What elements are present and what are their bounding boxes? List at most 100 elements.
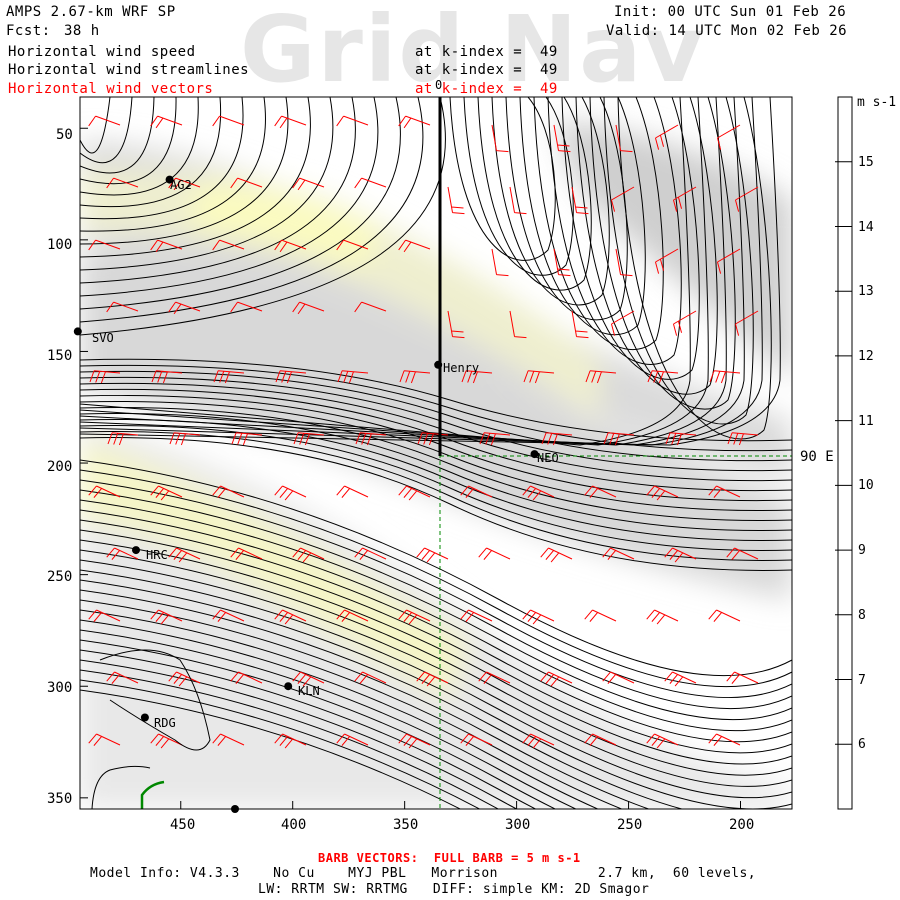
streamline bbox=[80, 579, 792, 809]
streamline bbox=[80, 425, 792, 551]
streamline bbox=[80, 406, 792, 522]
wind-barb bbox=[709, 370, 741, 384]
streamline bbox=[80, 370, 792, 462]
wind-barb bbox=[665, 432, 697, 446]
field-vectors-name: Horizontal wind vectors bbox=[8, 81, 214, 97]
streamline bbox=[80, 97, 311, 258]
colorbar-segment bbox=[838, 744, 852, 809]
y-tick-label: 350 bbox=[47, 791, 73, 807]
wind-barb bbox=[726, 671, 759, 684]
wind-barb bbox=[88, 609, 121, 622]
wind-barb bbox=[735, 186, 759, 212]
station-label: KLN bbox=[298, 684, 320, 698]
wind-barb bbox=[213, 370, 245, 384]
streamline bbox=[80, 569, 792, 799]
wind-barb bbox=[151, 370, 183, 384]
wind-barb bbox=[230, 301, 263, 313]
streamline bbox=[80, 539, 792, 765]
wind-barb bbox=[673, 310, 697, 336]
station-marker bbox=[284, 682, 293, 691]
field-streamlines-level: at k-index = 49 bbox=[415, 62, 558, 78]
wind-barb bbox=[292, 547, 325, 563]
wind-barb bbox=[726, 547, 759, 560]
streamline bbox=[80, 459, 792, 677]
streamline bbox=[80, 97, 133, 164]
streamline bbox=[80, 97, 334, 271]
station-marker bbox=[140, 713, 149, 722]
colorbar-units: m s-1 bbox=[857, 95, 897, 110]
wind-barb bbox=[611, 186, 635, 212]
wind-barb bbox=[571, 310, 589, 339]
wind-barb bbox=[416, 671, 449, 687]
station-marker bbox=[73, 327, 82, 336]
wind-barb bbox=[664, 671, 697, 687]
wind-barb bbox=[106, 671, 139, 684]
wind-barb bbox=[354, 301, 387, 313]
forecast-label: Fcst: bbox=[6, 23, 51, 39]
streamline bbox=[519, 97, 646, 336]
wind-barb bbox=[647, 370, 679, 384]
colorbar-frame bbox=[837, 96, 853, 810]
colorbar-label: 12 bbox=[858, 348, 874, 364]
wind-barb bbox=[354, 671, 387, 684]
wind-barb bbox=[603, 432, 635, 446]
barb-legend: BARB VECTORS: FULL BARB = 5 m s-1 bbox=[318, 851, 581, 865]
streamline bbox=[80, 97, 424, 323]
wind-barb bbox=[212, 239, 245, 251]
y-tick-label: 150 bbox=[47, 348, 73, 364]
model-title: AMPS 2.67-km WRF SP bbox=[6, 4, 176, 20]
wind-barb bbox=[274, 485, 307, 501]
streamlines bbox=[80, 97, 792, 809]
wind-barb bbox=[673, 186, 697, 212]
streamline bbox=[80, 619, 600, 809]
streamline bbox=[80, 629, 578, 809]
streamline bbox=[80, 559, 792, 787]
wind-barb bbox=[274, 609, 307, 625]
wind-speed-shading bbox=[80, 120, 792, 809]
wind-barb bbox=[491, 124, 509, 153]
wind-barb bbox=[602, 547, 635, 560]
wind-barb bbox=[509, 186, 527, 215]
wind-barb bbox=[447, 186, 465, 215]
wind-barb bbox=[708, 733, 741, 746]
wind-barb bbox=[275, 370, 307, 384]
wind-barb bbox=[336, 485, 369, 498]
station-marker bbox=[231, 805, 239, 813]
wind-barb bbox=[646, 609, 679, 625]
wind-barb bbox=[708, 485, 741, 498]
field-speed-name: Horizontal wind speed bbox=[8, 44, 196, 60]
terrain-contour bbox=[91, 765, 151, 809]
wind-barb bbox=[150, 485, 183, 501]
field-streamlines-name: Horizontal wind streamlines bbox=[8, 62, 250, 78]
wind-barb bbox=[553, 124, 571, 153]
streamline bbox=[80, 97, 222, 208]
streamline bbox=[80, 529, 792, 754]
streamline bbox=[80, 382, 792, 482]
x-tick-label: 450 bbox=[170, 817, 196, 833]
y-tick-label: 50 bbox=[56, 127, 73, 143]
gridnav-watermark: Grid Nav bbox=[240, 0, 706, 103]
wind-barbs bbox=[88, 115, 759, 749]
streamline bbox=[80, 499, 792, 721]
wind-barb bbox=[460, 485, 493, 498]
wind-barb bbox=[460, 609, 493, 622]
wind-barb bbox=[168, 547, 201, 563]
streamline bbox=[491, 97, 610, 306]
wind-barb bbox=[89, 370, 121, 384]
wind-barb bbox=[735, 310, 759, 336]
wind-barb bbox=[398, 609, 431, 625]
streamline bbox=[80, 431, 792, 561]
streamline bbox=[589, 97, 736, 410]
streamline bbox=[80, 394, 792, 502]
station-label: Henry bbox=[443, 361, 480, 375]
y-tick-label: 200 bbox=[47, 459, 73, 475]
wind-barb bbox=[584, 733, 617, 746]
wind-barb bbox=[168, 671, 201, 687]
wind-barb bbox=[106, 547, 139, 560]
wind-barb bbox=[274, 733, 307, 749]
wind-barb bbox=[212, 115, 245, 127]
wind-barb bbox=[88, 239, 121, 251]
streamline bbox=[80, 97, 155, 174]
wind-barb bbox=[150, 115, 183, 129]
wind-barb bbox=[398, 115, 431, 129]
